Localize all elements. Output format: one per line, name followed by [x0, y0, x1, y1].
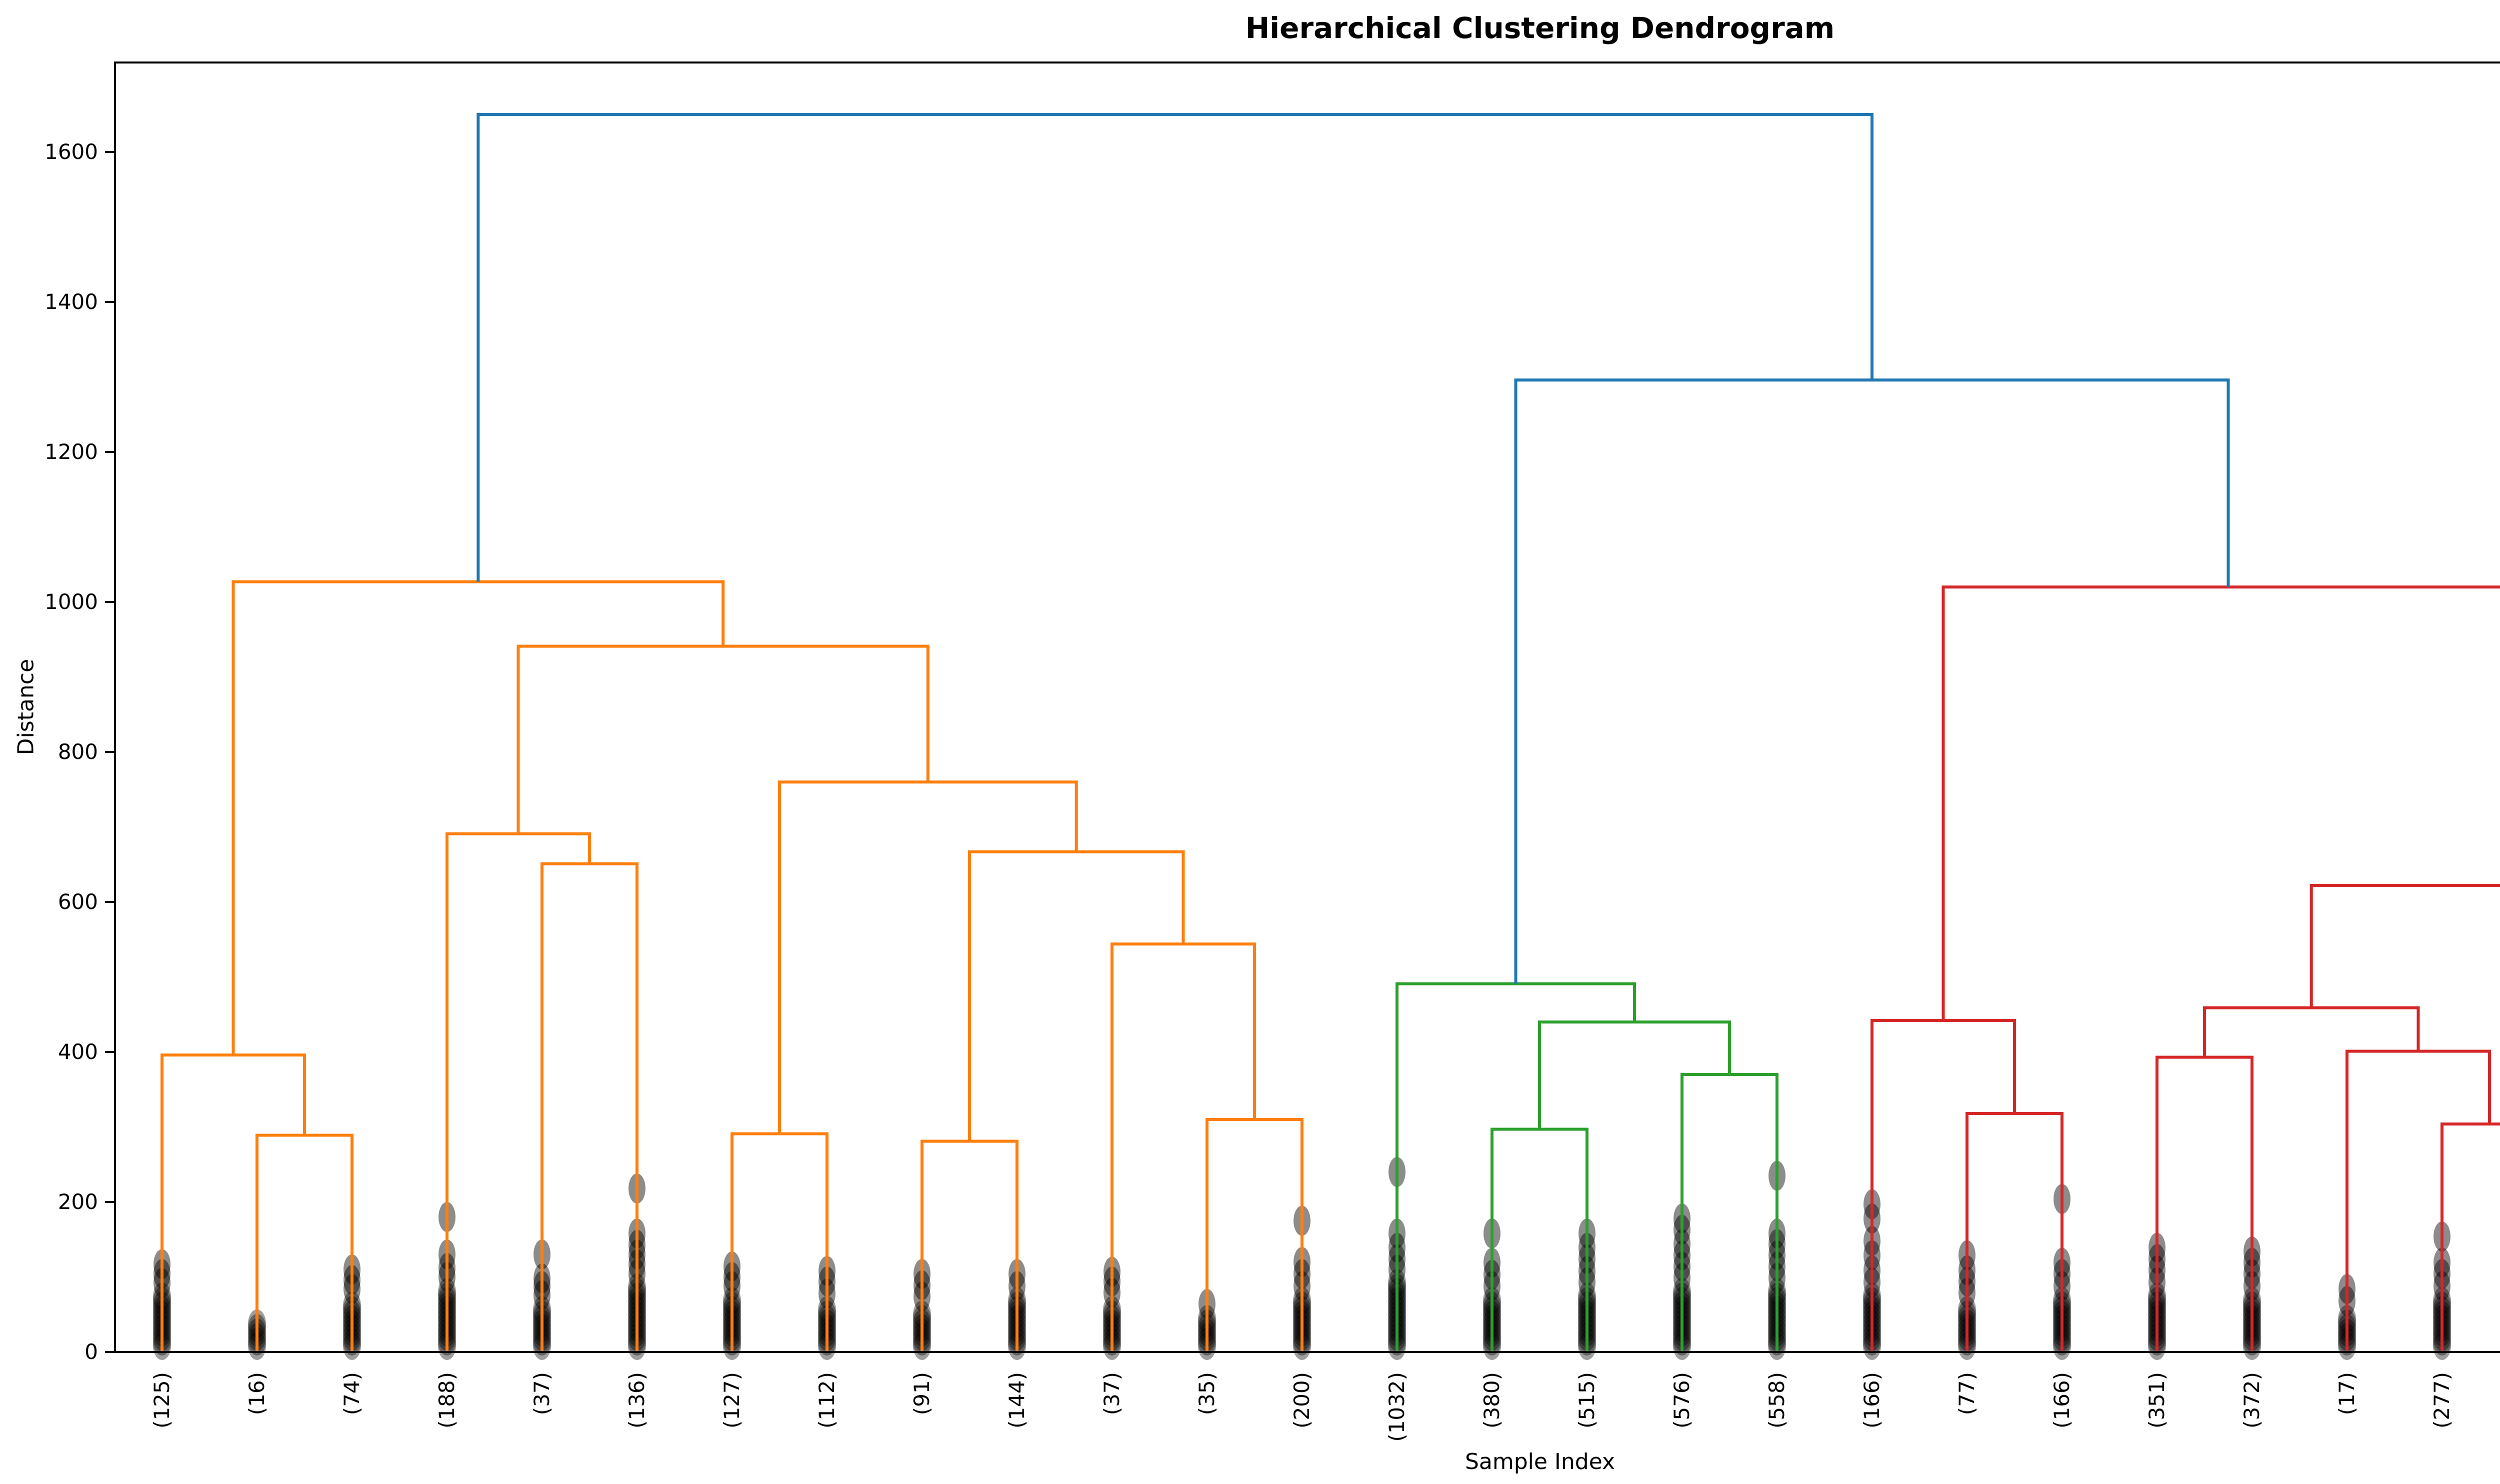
dendrogram-link-RL	[1870, 1019, 2016, 1352]
leaf-label: (166)	[1860, 1372, 1884, 1428]
y-tick-label: 1000	[44, 590, 98, 614]
leaf-label: (112)	[814, 1372, 839, 1428]
leaf-label: (37)	[1100, 1372, 1124, 1416]
dendrogram-link-H	[778, 780, 1078, 1134]
dendrogram-link-B	[160, 1054, 306, 1352]
leaf-label: (144)	[1004, 1372, 1029, 1428]
y-tick-label: 1400	[44, 290, 98, 314]
dendrogram-link-C1213	[1206, 1118, 1304, 1352]
leaf-label: (17)	[2334, 1372, 2359, 1416]
leaf-label: (35)	[1194, 1372, 1219, 1416]
leaf-label: (166)	[2050, 1372, 2074, 1428]
dendrogram-link-OROOT	[232, 580, 725, 1055]
dendrogram-link-E	[968, 850, 1185, 1142]
leaf-label: (200)	[1290, 1372, 1314, 1428]
leaf-label: (380)	[1480, 1372, 1504, 1428]
y-tick-label: 0	[84, 1340, 98, 1364]
leaf-label: (127)	[720, 1372, 744, 1428]
dendrogram-link-GROOT	[1396, 982, 1636, 1352]
dendrogram-link-BROOT	[476, 113, 1874, 582]
leaf-label: (372)	[2240, 1372, 2264, 1428]
chart-title: Hierarchical Clustering Dendrogram	[1245, 11, 1835, 45]
dendrogram-link-RE	[2346, 1050, 2491, 1352]
y-tick-label: 1200	[44, 440, 98, 464]
dendrogram-link-C78	[730, 1132, 828, 1352]
dendrogram-link-G	[446, 832, 591, 1352]
leaf-label: (558)	[1764, 1372, 1789, 1428]
dendrogram-link-RROOT	[1942, 586, 2500, 1020]
dendrogram-link-D	[1110, 942, 1256, 1352]
leaf-label: (576)	[1670, 1372, 1694, 1428]
leaf-label: (37)	[530, 1372, 554, 1416]
y-tick-label: 1600	[44, 140, 98, 164]
leaf-label: (1032)	[1384, 1372, 1409, 1442]
dendrogram-link-BRIGHT	[1514, 378, 2230, 984]
x-axis-label: Sample Index	[1464, 1449, 1616, 1474]
leaf-label: (277)	[2430, 1372, 2454, 1428]
leaf-label: (136)	[624, 1372, 649, 1428]
leaf-label: (188)	[434, 1372, 459, 1428]
leaf-label: (74)	[340, 1372, 364, 1416]
y-tick-label: 800	[58, 740, 98, 764]
dendrogram-link-F	[540, 862, 638, 1352]
y-tick-label: 400	[58, 1040, 98, 1064]
dendrogram-link-G4	[1490, 1128, 1588, 1352]
y-tick-label: 200	[58, 1190, 98, 1214]
dendrogram-link-RA	[1966, 1112, 2064, 1352]
leaf-label: (16)	[244, 1372, 269, 1416]
dendrogram-link-C910	[920, 1140, 1018, 1352]
dendrogram-link-A	[256, 1134, 354, 1352]
leaf-label: (125)	[150, 1372, 174, 1428]
leaf-label: (77)	[1954, 1372, 1979, 1416]
dendrogram-link-I	[516, 644, 930, 834]
y-tick-label: 600	[58, 890, 98, 914]
dendrogram-link-RD	[2156, 1056, 2254, 1352]
leaf-label: (351)	[2144, 1372, 2169, 1428]
dendrogram-link-G3	[1680, 1073, 1778, 1352]
leaf-label: (515)	[1574, 1372, 1599, 1428]
dendrogram-link-RR	[2310, 884, 2500, 1008]
axes-spines	[114, 62, 2500, 1353]
leaf-label: (91)	[910, 1372, 934, 1416]
